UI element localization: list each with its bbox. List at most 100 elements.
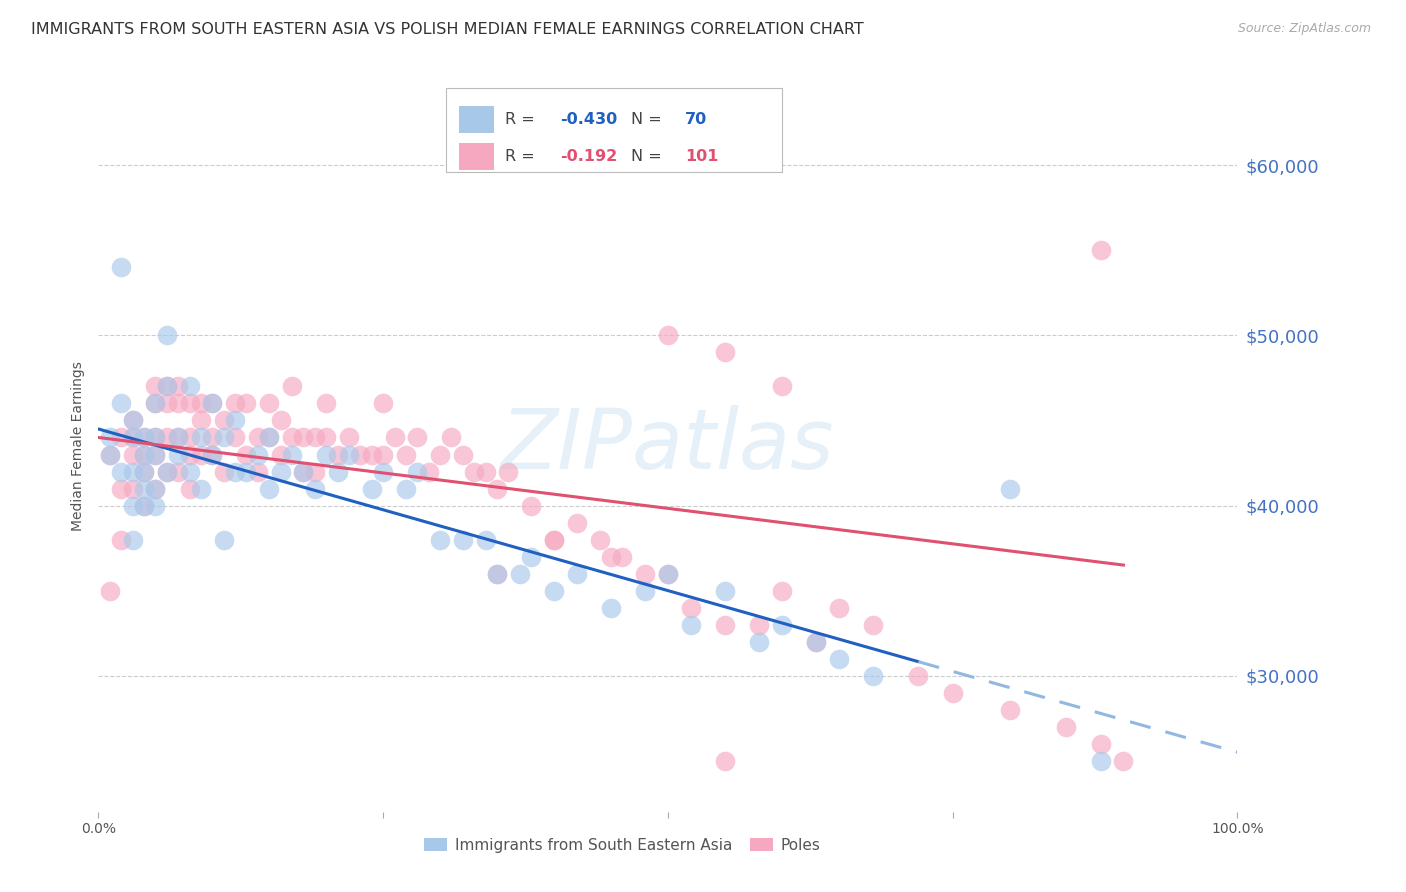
Point bbox=[98, 583, 121, 598]
Point bbox=[224, 396, 246, 410]
Point bbox=[132, 448, 155, 462]
Point bbox=[156, 379, 179, 393]
Legend: Immigrants from South Eastern Asia, Poles: Immigrants from South Eastern Asia, Pole… bbox=[418, 831, 827, 859]
Point bbox=[486, 566, 509, 581]
Point bbox=[451, 448, 474, 462]
Point bbox=[121, 482, 143, 496]
Point bbox=[349, 448, 371, 462]
Point bbox=[259, 482, 281, 496]
Point bbox=[167, 448, 190, 462]
FancyBboxPatch shape bbox=[446, 87, 782, 171]
Point bbox=[326, 465, 349, 479]
Point bbox=[145, 448, 167, 462]
Point bbox=[259, 396, 281, 410]
Point bbox=[121, 430, 143, 444]
Point bbox=[1112, 754, 1135, 768]
Point bbox=[167, 465, 190, 479]
Point bbox=[315, 448, 337, 462]
Point bbox=[132, 430, 155, 444]
Point bbox=[156, 396, 179, 410]
Point bbox=[201, 396, 224, 410]
Point bbox=[167, 430, 190, 444]
Point bbox=[156, 379, 179, 393]
Point bbox=[395, 482, 418, 496]
Point bbox=[179, 379, 201, 393]
Point bbox=[110, 465, 132, 479]
Point bbox=[121, 465, 143, 479]
Point bbox=[429, 533, 451, 547]
Point bbox=[770, 379, 793, 393]
Point bbox=[804, 634, 827, 648]
Point bbox=[167, 430, 190, 444]
Point bbox=[770, 617, 793, 632]
Point bbox=[565, 516, 588, 530]
Point bbox=[828, 600, 851, 615]
Point bbox=[235, 448, 257, 462]
Point bbox=[156, 328, 179, 343]
Point bbox=[121, 430, 143, 444]
Text: 101: 101 bbox=[685, 149, 718, 164]
Text: 70: 70 bbox=[685, 112, 707, 127]
Point bbox=[281, 448, 304, 462]
Point bbox=[201, 396, 224, 410]
Point bbox=[360, 448, 382, 462]
Text: ZIPatlas: ZIPatlas bbox=[501, 406, 835, 486]
Point bbox=[190, 448, 212, 462]
Point bbox=[190, 482, 212, 496]
Point bbox=[1090, 737, 1112, 751]
Point bbox=[179, 465, 201, 479]
Point bbox=[543, 533, 565, 547]
Point bbox=[145, 448, 167, 462]
Text: N =: N = bbox=[631, 112, 668, 127]
Point bbox=[804, 634, 827, 648]
Point bbox=[190, 430, 212, 444]
Point bbox=[212, 413, 235, 427]
Point bbox=[770, 583, 793, 598]
Point bbox=[246, 465, 269, 479]
Point bbox=[212, 533, 235, 547]
Point bbox=[657, 566, 679, 581]
Point bbox=[998, 703, 1021, 717]
Point bbox=[315, 396, 337, 410]
Point bbox=[179, 396, 201, 410]
Point bbox=[145, 482, 167, 496]
Text: -0.192: -0.192 bbox=[560, 149, 617, 164]
Point bbox=[145, 379, 167, 393]
Text: R =: R = bbox=[505, 149, 546, 164]
Point bbox=[246, 448, 269, 462]
Point bbox=[395, 448, 418, 462]
Point bbox=[998, 482, 1021, 496]
Point bbox=[212, 430, 235, 444]
Point bbox=[292, 430, 315, 444]
Point bbox=[304, 430, 326, 444]
Point bbox=[224, 413, 246, 427]
Point bbox=[270, 448, 292, 462]
Point bbox=[440, 430, 463, 444]
Point bbox=[201, 448, 224, 462]
Point bbox=[486, 482, 509, 496]
Point bbox=[1090, 754, 1112, 768]
Point bbox=[121, 413, 143, 427]
Point bbox=[110, 430, 132, 444]
Point bbox=[451, 533, 474, 547]
Point bbox=[224, 430, 246, 444]
Point bbox=[292, 465, 315, 479]
Point bbox=[714, 754, 737, 768]
Point bbox=[121, 533, 143, 547]
Point bbox=[520, 499, 543, 513]
Y-axis label: Median Female Earnings: Median Female Earnings bbox=[72, 361, 86, 531]
Point bbox=[235, 465, 257, 479]
Point bbox=[145, 396, 167, 410]
Point bbox=[326, 448, 349, 462]
Point bbox=[121, 413, 143, 427]
Point bbox=[121, 499, 143, 513]
Point bbox=[145, 430, 167, 444]
Point bbox=[543, 533, 565, 547]
Text: -0.430: -0.430 bbox=[560, 112, 617, 127]
Point bbox=[474, 465, 496, 479]
Point bbox=[190, 413, 212, 427]
Point bbox=[179, 482, 201, 496]
Point bbox=[179, 448, 201, 462]
Point bbox=[600, 600, 623, 615]
Point bbox=[98, 448, 121, 462]
